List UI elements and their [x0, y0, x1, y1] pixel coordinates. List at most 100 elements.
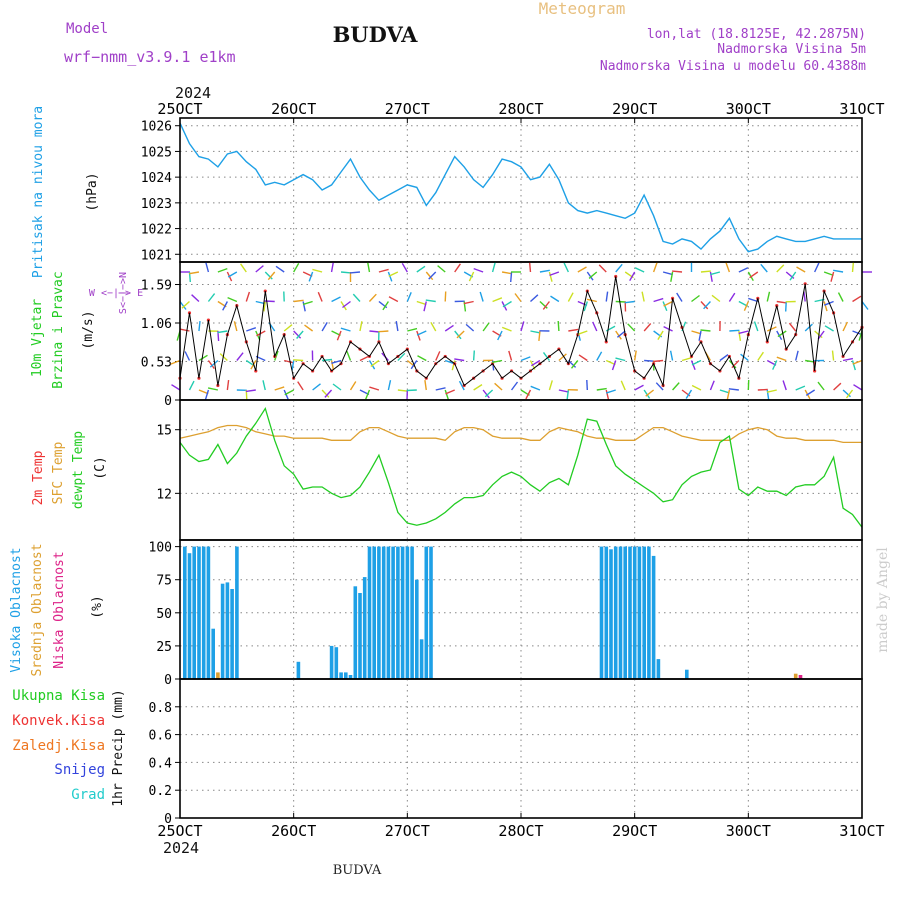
wind-arrow	[729, 329, 740, 332]
wind-arrow	[538, 330, 541, 341]
wind-arrow	[777, 330, 787, 338]
wind-arrow	[598, 264, 607, 273]
cloud-high-bar	[348, 675, 353, 679]
wind-arrow	[416, 330, 421, 341]
wind-arrow	[738, 267, 749, 273]
y-tick-label: 1023	[141, 197, 172, 212]
cloud-high-bar	[329, 645, 334, 679]
wind-arrow	[842, 389, 851, 398]
y-tick-label: 50	[156, 607, 172, 622]
wind-arrow	[596, 351, 603, 361]
cloud-high-bar	[358, 593, 362, 679]
wind-arrow	[796, 266, 806, 273]
wind-arrow	[378, 330, 389, 333]
wind-arrow	[207, 387, 219, 391]
x-tick-label-bottom: 27OCT	[385, 822, 430, 840]
wind-arrow	[615, 300, 626, 303]
wind-arrow	[497, 330, 503, 341]
wind-arrow	[406, 292, 412, 302]
wind-arrow	[417, 355, 427, 362]
panel-frame-precip	[179, 678, 863, 819]
wind-arrow	[236, 352, 244, 361]
y-tick-label: 1025	[141, 145, 172, 160]
year-top: 2024	[175, 84, 211, 102]
wind-arrow	[757, 351, 764, 361]
wind-arrow	[324, 389, 333, 398]
precip-frz-label: Zaledj.Kisa	[12, 738, 105, 754]
model-altitude-label: Nadmorska Visina u modelu 60.4388m	[600, 59, 866, 74]
wind-arrow	[263, 301, 266, 312]
wind-arrow	[444, 389, 449, 400]
wind-arrow	[586, 271, 594, 281]
wind-arrow	[663, 325, 673, 332]
wind-arrow	[520, 321, 525, 332]
wind-arrow	[728, 388, 739, 391]
cloud-high-bar	[429, 546, 433, 679]
wind-arrow	[795, 385, 806, 391]
wind-arrow	[851, 261, 855, 273]
wind-arrow	[803, 291, 806, 302]
wind-arrow	[437, 265, 446, 273]
y-tick-label: 0	[164, 394, 172, 409]
wind-arrow	[482, 322, 490, 332]
wind-arrow	[690, 360, 696, 371]
cloud-high-label: Visoka Oblacnost	[9, 547, 24, 672]
wind-arrow	[340, 327, 351, 332]
cloud-high-bar	[599, 546, 604, 679]
cloud-high-bar	[192, 546, 196, 679]
wind-arrow	[817, 381, 825, 391]
wind-arrow	[831, 350, 835, 361]
wind-arrow	[795, 350, 799, 361]
sfc-temp-line	[179, 424, 862, 444]
wind-arrow	[425, 299, 436, 303]
wind-arrow	[548, 271, 553, 282]
dewpt-line	[179, 406, 863, 528]
wind-arrow	[416, 330, 427, 336]
model-label: Model	[66, 21, 108, 37]
cloud-high-bar	[367, 546, 372, 679]
wind-arrow	[558, 389, 569, 393]
wind-arrow	[748, 297, 759, 303]
wind-arrow	[852, 330, 863, 336]
wind-arrow	[340, 271, 352, 274]
cloud-high-bar	[415, 579, 419, 679]
wind-arrow	[655, 382, 664, 391]
wind-arrow	[766, 326, 777, 332]
wind-arrow	[645, 389, 655, 397]
cloud-high-bar	[656, 659, 661, 679]
wind-arrow	[550, 295, 560, 303]
wind-arrow	[605, 389, 610, 400]
wind-arrow	[492, 297, 503, 303]
wind-arrow	[340, 301, 347, 311]
wind-arrow	[293, 359, 304, 362]
x-tick-label-top: 26OCT	[271, 100, 316, 118]
wind-arrow	[615, 357, 626, 362]
wind-arrow	[465, 323, 475, 332]
wind-arrow	[302, 301, 306, 312]
wind-arrow	[378, 268, 389, 273]
wind-arrow	[627, 323, 636, 332]
wind-arrow	[321, 389, 330, 398]
cloud-mid-bar	[793, 673, 798, 679]
wind-arrow	[657, 330, 664, 340]
wind-arrow	[204, 389, 210, 400]
wind-arrow	[782, 380, 787, 391]
y-tick-label: 75	[156, 574, 172, 589]
wind-arrow	[423, 301, 427, 312]
wind-arrow	[615, 263, 623, 273]
panel-frame-clouds	[179, 539, 863, 680]
wind-arrow	[502, 300, 512, 308]
y-tick-label: 1.06	[141, 317, 172, 332]
wind-arrow	[685, 389, 693, 399]
app-title: Meteogram	[539, 0, 626, 18]
wind-arrow	[549, 271, 560, 277]
wind-arrow	[567, 292, 574, 302]
wind-arrow	[256, 330, 266, 337]
wind-arrow	[463, 300, 474, 305]
wind-arrow	[766, 389, 777, 393]
wind-arrow	[205, 262, 210, 273]
wind-arrow	[710, 271, 721, 276]
wind-arrow	[170, 359, 181, 365]
wind-arrow	[557, 320, 560, 332]
wind-arrow	[709, 271, 713, 282]
